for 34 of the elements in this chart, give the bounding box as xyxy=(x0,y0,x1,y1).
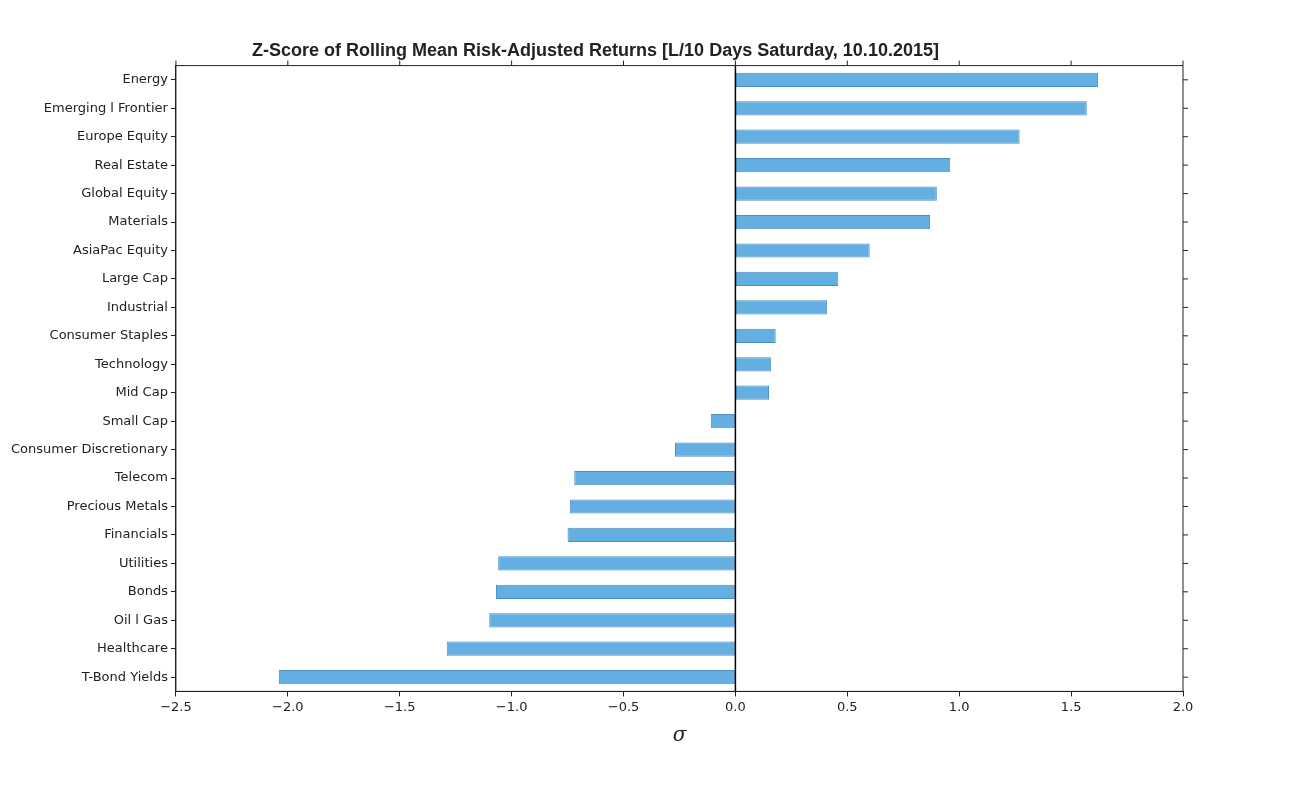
y-tick-label: AsiaPac Equity xyxy=(73,241,169,257)
y-tick-label: Small Cap xyxy=(102,412,168,428)
x-tick-label: −2.0 xyxy=(272,698,304,714)
x-tick-label: 1.0 xyxy=(948,698,970,714)
x-tick-label: 0.5 xyxy=(836,698,858,714)
y-tick-label: T-Bond Yields xyxy=(80,668,169,684)
x-tick-label: −1.0 xyxy=(495,698,528,714)
y-tick-label: Large Cap xyxy=(101,270,168,286)
y-tick-label: Precious Metals xyxy=(66,497,169,513)
y-tick-label: Real Estate xyxy=(94,156,168,172)
chart-title: Z-Score of Rolling Mean Risk-Adjusted Returns [L/10 Days Saturday, 10.10.2015] xyxy=(252,39,939,60)
y-tick-label: Industrial xyxy=(106,298,168,314)
x-tick-label: 1.5 xyxy=(1060,698,1082,714)
y-tick-label: Utilities xyxy=(118,554,169,570)
x-tick-label: −0.5 xyxy=(607,698,640,714)
y-tick-label: Bonds xyxy=(127,583,169,599)
y-tick-label: Financials xyxy=(104,526,169,542)
y-tick-label: Mid Cap xyxy=(115,384,168,400)
x-tick-label: 0.0 xyxy=(725,698,746,714)
y-tick-label: Emerging l Frontier xyxy=(43,99,169,115)
x-tick-label: −1.5 xyxy=(383,698,416,714)
y-tick-label: Global Equity xyxy=(81,184,169,200)
y-tick-label: Oil l Gas xyxy=(113,611,169,627)
y-tick-label: Telecom xyxy=(113,469,168,485)
y-tick-label: Materials xyxy=(108,213,169,229)
x-tick-label: 2.0 xyxy=(1172,698,1194,714)
y-tick-label: Europe Equity xyxy=(76,128,169,144)
y-tick-label: Energy xyxy=(122,71,169,87)
x-tick-label: −2.5 xyxy=(160,698,192,714)
y-tick-label: Consumer Discretionary xyxy=(10,440,169,456)
y-tick-label: Consumer Staples xyxy=(49,327,169,343)
x-axis-title: σ xyxy=(672,722,688,747)
y-tick-label: Technology xyxy=(94,355,169,371)
y-tick-label: Healthcare xyxy=(97,640,168,656)
